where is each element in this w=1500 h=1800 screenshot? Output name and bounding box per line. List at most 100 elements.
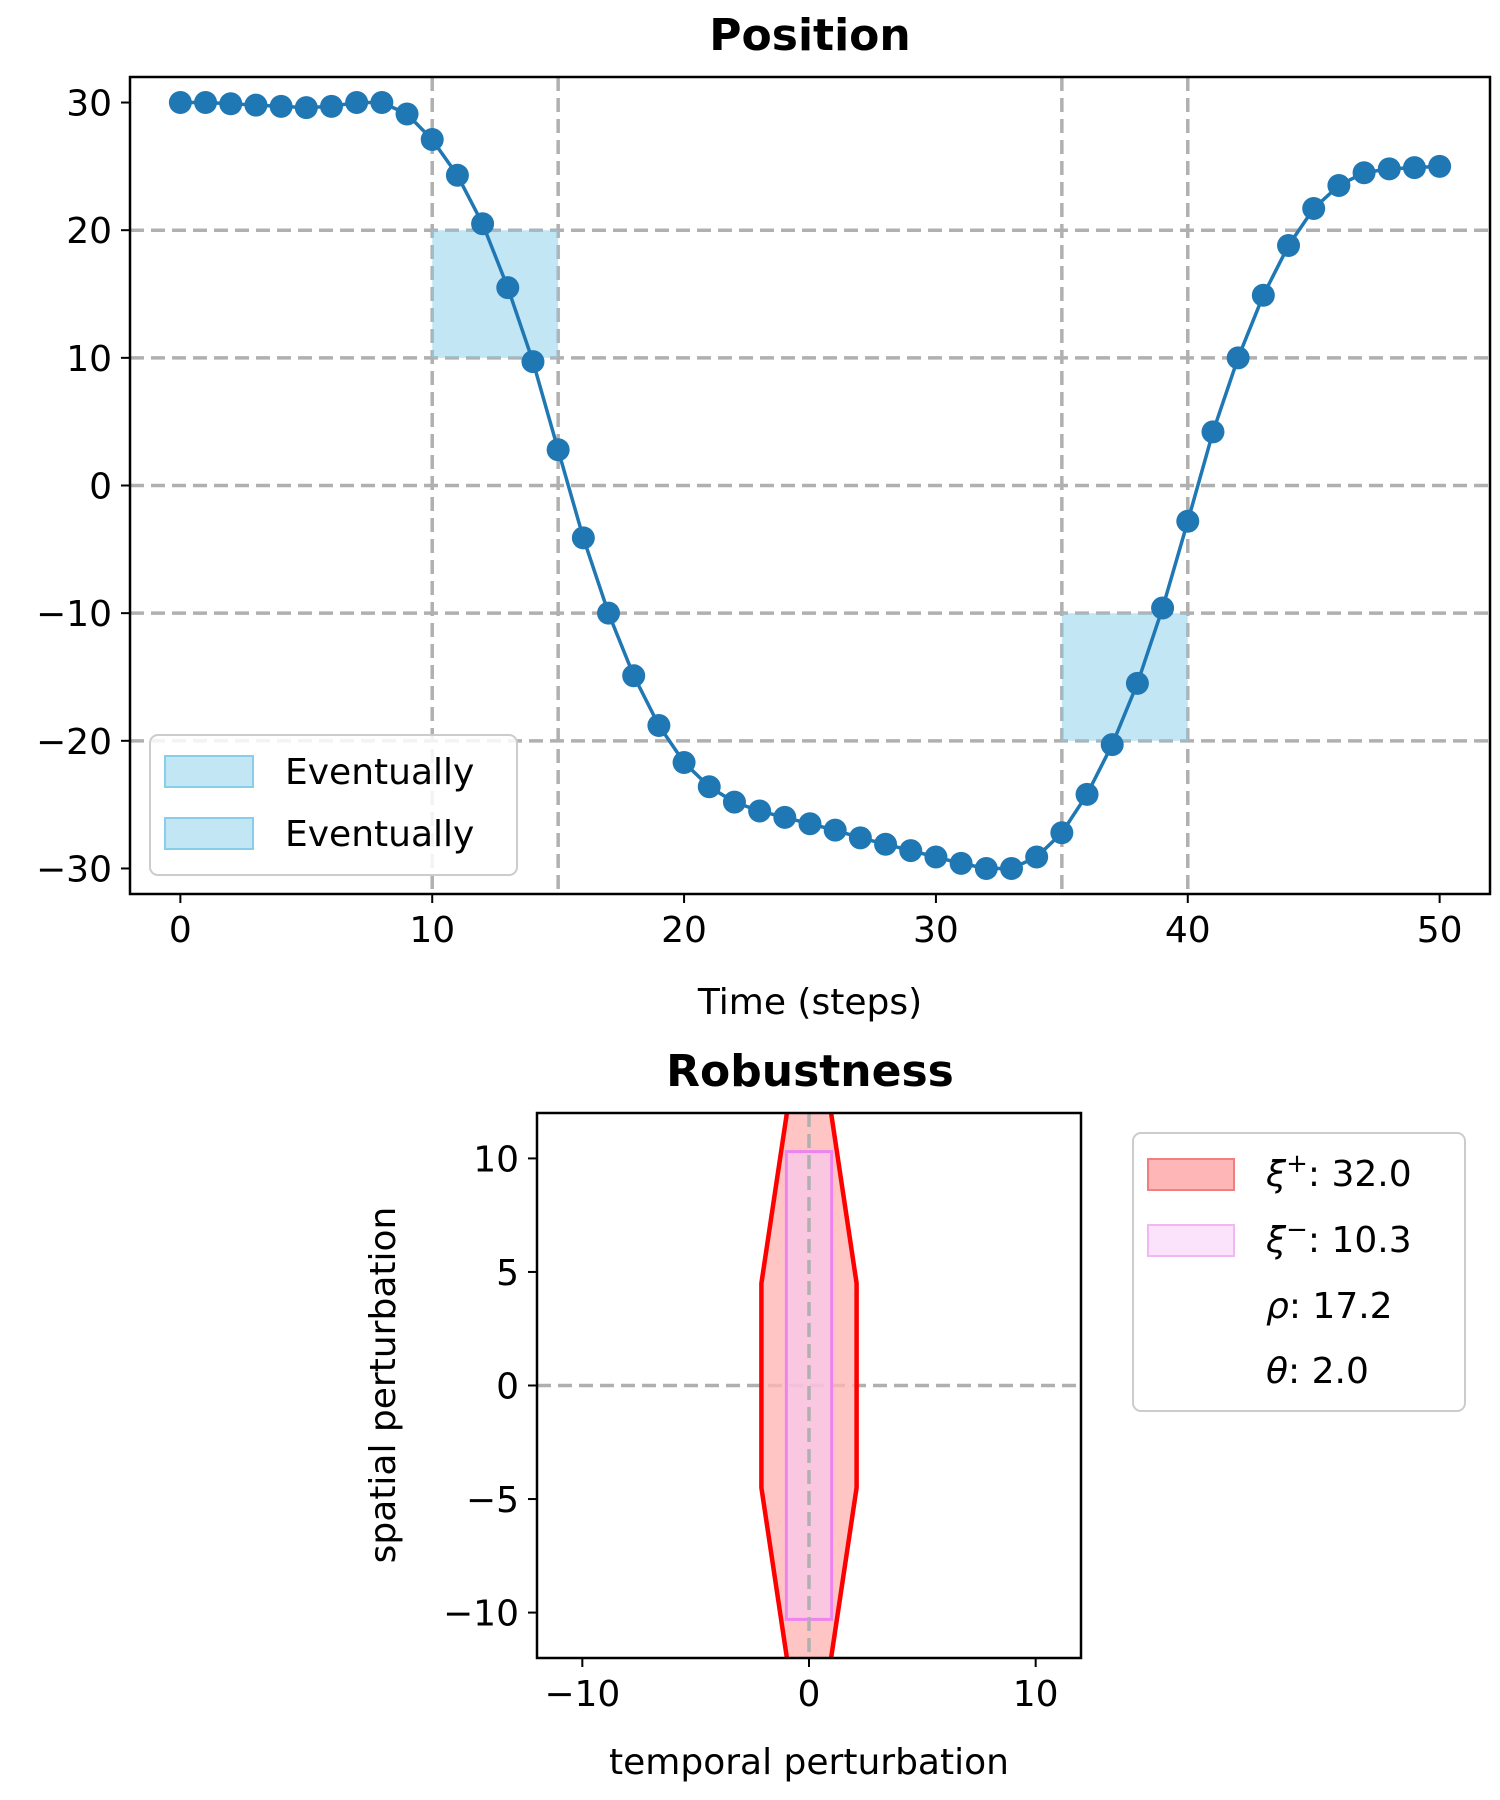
robustness-title: Robustness — [666, 1046, 954, 1097]
xi-plus-region-outline — [759, 1113, 859, 1658]
data-point — [1327, 174, 1351, 198]
legend-label-eventually: Eventually — [285, 814, 474, 855]
data-point — [1125, 671, 1149, 695]
x-tick-label: 10 — [1013, 1674, 1059, 1715]
robustness-chart: Robustness −10 0 10 −10 −5 0 5 10 temporal per… — [363, 1046, 1466, 1783]
data-point — [1151, 596, 1175, 620]
data-point — [1377, 157, 1401, 181]
data-point — [1025, 845, 1049, 869]
xi-plus-symbol: ξ — [1265, 1154, 1287, 1195]
position-series-points — [168, 91, 1452, 880]
data-point — [848, 826, 872, 850]
data-point — [571, 526, 595, 550]
position-grid — [130, 77, 1490, 894]
xi-minus-value: : 10.3 — [1308, 1220, 1412, 1261]
data-point — [773, 805, 797, 829]
data-point — [269, 94, 293, 118]
data-point — [1251, 283, 1275, 307]
data-point — [1352, 161, 1376, 185]
legend-swatch-xi-minus — [1147, 1224, 1235, 1257]
data-point — [597, 601, 621, 625]
position-x-ticks: 0 10 20 30 40 50 — [169, 894, 1463, 951]
position-regions — [432, 230, 1188, 741]
legend-label-theta: θ: 2.0 — [1266, 1351, 1369, 1392]
xi-minus-sup: − — [1286, 1215, 1308, 1245]
data-point — [521, 350, 545, 374]
robustness-y-ticks: −10 −5 0 5 10 — [443, 1139, 537, 1635]
y-tick-label: 30 — [66, 84, 112, 125]
robustness-x-ticks: −10 0 10 — [544, 1658, 1059, 1715]
y-tick-label: −5 — [466, 1480, 519, 1521]
data-point — [1050, 821, 1074, 845]
legend-swatch-xi-plus — [1147, 1158, 1235, 1191]
data-point — [672, 751, 696, 775]
data-point — [244, 93, 268, 117]
position-title: Position — [709, 10, 910, 61]
y-tick-label: −20 — [36, 722, 112, 763]
data-point — [974, 856, 998, 880]
data-point — [874, 832, 898, 856]
data-point — [1402, 156, 1426, 180]
data-point — [168, 91, 192, 115]
eventually-region — [1061, 613, 1188, 741]
y-tick-label: 10 — [473, 1139, 519, 1180]
x-tick-label: −10 — [544, 1674, 620, 1715]
y-tick-label: 0 — [89, 467, 112, 508]
data-point — [194, 91, 218, 115]
data-point — [798, 812, 822, 836]
data-point — [1277, 234, 1301, 258]
rho-symbol: ρ — [1266, 1286, 1289, 1327]
data-point — [647, 713, 671, 737]
data-point — [949, 851, 973, 875]
y-tick-label: −10 — [36, 594, 112, 635]
data-point — [1201, 420, 1225, 444]
x-tick-label: 20 — [661, 910, 707, 951]
data-point — [1428, 154, 1452, 178]
data-point — [345, 91, 369, 115]
y-tick-label: −30 — [36, 849, 112, 890]
data-point — [294, 96, 318, 120]
data-point — [823, 818, 847, 842]
position-x-axis-label: Time (steps) — [697, 982, 922, 1023]
robustness-y-axis-label: spatial perturbation — [363, 1207, 404, 1564]
data-point — [219, 92, 243, 116]
legend-label-xi-minus: ξ−: 10.3 — [1265, 1215, 1412, 1261]
legend-label-rho: ρ: 17.2 — [1266, 1286, 1393, 1327]
data-point — [471, 212, 495, 236]
data-point — [1100, 733, 1124, 757]
x-tick-label: 40 — [1165, 910, 1211, 951]
robustness-x-axis-label: temporal perturbation — [609, 1742, 1009, 1783]
data-point — [420, 128, 444, 152]
robustness-shapes — [759, 1113, 859, 1658]
legend-swatch-eventually — [164, 817, 254, 850]
data-point — [445, 163, 469, 187]
position-y-ticks: −30 −20 −10 0 10 20 30 — [36, 84, 130, 890]
x-tick-label: 30 — [913, 910, 959, 951]
data-point — [1075, 782, 1099, 806]
y-tick-label: 20 — [66, 211, 112, 252]
data-point — [722, 790, 746, 814]
legend-swatch-eventually — [164, 755, 254, 788]
data-point — [622, 664, 646, 688]
theta-value: : 2.0 — [1288, 1351, 1369, 1392]
legend-label-eventually: Eventually — [285, 752, 474, 793]
x-tick-label: 0 — [169, 910, 192, 951]
data-point — [748, 799, 772, 823]
data-point — [496, 276, 520, 300]
data-point — [395, 102, 419, 126]
data-point — [899, 839, 923, 863]
xi-plus-sup: + — [1286, 1149, 1308, 1179]
robustness-legend: ξ+: 32.0 ξ−: 10.3 ρ: 17.2 θ: 2.0 — [1132, 1132, 1466, 1412]
robustness-clip-group — [759, 1113, 859, 1658]
y-tick-label: 10 — [66, 339, 112, 380]
eventually-region — [432, 230, 559, 358]
data-point — [546, 438, 570, 462]
y-tick-label: −10 — [443, 1594, 519, 1635]
robustness-legend-box — [1132, 1132, 1466, 1412]
data-point — [319, 94, 343, 118]
x-tick-label: 0 — [798, 1674, 821, 1715]
legend-label-xi-plus: ξ+: 32.0 — [1265, 1149, 1412, 1195]
data-point — [924, 845, 948, 869]
xi-plus-value: : 32.0 — [1308, 1154, 1412, 1195]
